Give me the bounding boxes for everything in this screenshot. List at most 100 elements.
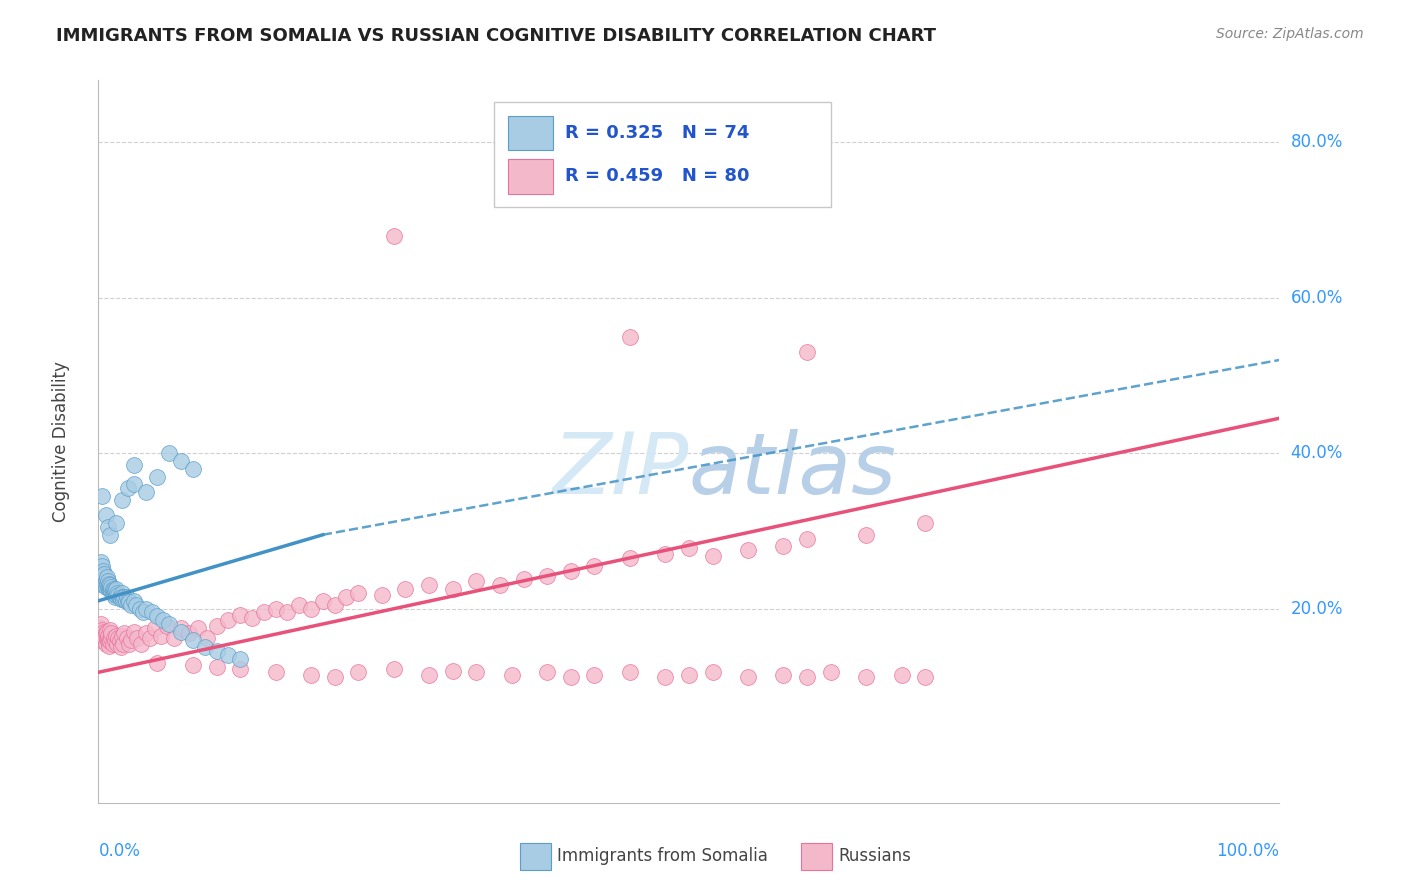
Point (489, 578, 512, 592)
Text: R = 0.325   N = 74: R = 0.325 N = 74 (565, 124, 749, 142)
Point (170, 454, 193, 468)
Point (125, 598, 148, 612)
Point (737, 543, 759, 558)
Point (135, 485, 157, 500)
Point (100, 584, 122, 599)
Point (91, 569, 114, 583)
Point (418, 667, 440, 681)
Point (128, 601, 150, 615)
Point (100, 626, 122, 640)
Point (117, 481, 139, 495)
Point (205, 660, 228, 674)
Point (122, 624, 145, 639)
Point (98, 576, 121, 591)
Point (115, 631, 138, 645)
Point (103, 588, 125, 602)
Point (100, 580, 122, 594)
Point (98, 639, 121, 653)
Point (217, 613, 239, 627)
Text: 40.0%: 40.0% (1291, 444, 1343, 462)
Text: Immigrants from Somalia: Immigrants from Somalia (557, 847, 768, 865)
Point (132, 606, 155, 620)
Point (104, 584, 127, 599)
Point (737, 670, 759, 684)
Point (820, 665, 842, 680)
Text: 0.0%: 0.0% (98, 842, 141, 860)
Point (104, 590, 127, 604)
Point (299, 667, 322, 681)
Point (139, 631, 162, 645)
Point (335, 590, 357, 604)
Point (914, 516, 936, 530)
Point (90, 617, 112, 632)
Point (97, 574, 120, 589)
Point (98, 582, 121, 596)
Point (229, 607, 252, 622)
Point (371, 588, 394, 602)
Point (772, 540, 794, 554)
Point (118, 636, 141, 650)
Point (96, 631, 118, 645)
Text: ZIP: ZIP (553, 429, 689, 512)
Point (702, 549, 724, 563)
Point (96, 576, 118, 591)
Point (93, 566, 115, 581)
Point (619, 329, 641, 343)
Point (583, 667, 606, 681)
Point (229, 652, 252, 666)
Text: atlas: atlas (689, 429, 897, 512)
Point (179, 626, 201, 640)
Point (101, 586, 124, 600)
Point (194, 640, 217, 655)
Point (114, 594, 136, 608)
Point (890, 667, 912, 681)
Point (323, 670, 346, 684)
Point (107, 631, 129, 645)
Point (122, 477, 145, 491)
Point (91, 489, 114, 503)
Text: 80.0%: 80.0% (1291, 134, 1343, 152)
Point (583, 558, 606, 573)
Point (103, 631, 125, 645)
Point (105, 582, 128, 596)
Point (181, 632, 204, 647)
Point (91, 566, 114, 581)
Point (91, 578, 114, 592)
Point (112, 626, 135, 640)
Point (536, 665, 558, 680)
Point (382, 662, 405, 676)
Point (117, 594, 139, 608)
Point (702, 665, 724, 680)
Point (93, 624, 115, 639)
Point (143, 621, 166, 635)
Point (91, 574, 114, 589)
Point (560, 670, 582, 684)
Point (108, 634, 131, 648)
Point (240, 611, 263, 625)
Point (264, 601, 287, 615)
Point (288, 598, 311, 612)
Point (107, 588, 129, 602)
Point (465, 665, 488, 680)
Point (97, 520, 120, 534)
Point (122, 458, 145, 472)
Text: Source: ZipAtlas.com: Source: ZipAtlas.com (1216, 27, 1364, 41)
Text: IMMIGRANTS FROM SOMALIA VS RUSSIAN COGNITIVE DISABILITY CORRELATION CHART: IMMIGRANTS FROM SOMALIA VS RUSSIAN COGNI… (56, 27, 936, 45)
FancyBboxPatch shape (494, 102, 831, 207)
Point (111, 629, 134, 643)
Point (94, 508, 117, 523)
Point (112, 590, 135, 604)
Point (105, 636, 128, 650)
Point (93, 572, 115, 586)
Point (103, 582, 125, 597)
Point (501, 667, 523, 681)
Point (91, 631, 114, 645)
Point (97, 629, 120, 643)
Point (796, 345, 818, 359)
Point (678, 541, 700, 555)
Point (122, 594, 145, 608)
Point (110, 640, 132, 655)
Point (135, 601, 157, 615)
Point (94, 580, 117, 594)
Point (118, 595, 141, 609)
